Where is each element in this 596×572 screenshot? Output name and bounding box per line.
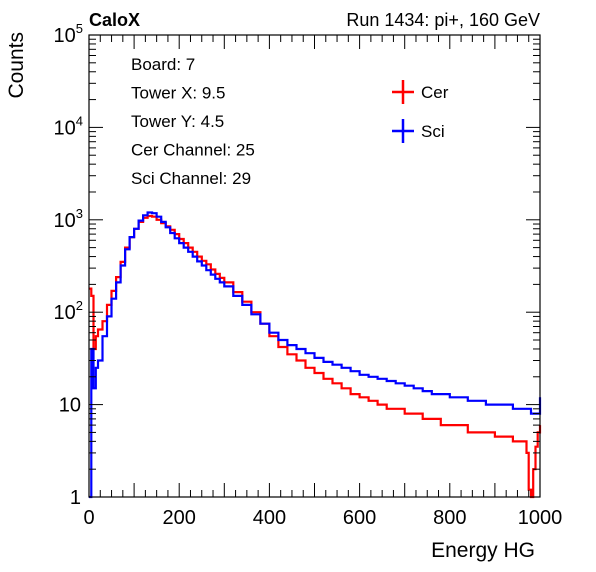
x-tick-label: 400 — [253, 507, 286, 529]
info-line: Tower X: 9.5 — [131, 84, 226, 103]
info-line: Board: 7 — [131, 55, 195, 74]
info-line: Cer Channel: 25 — [131, 141, 255, 160]
x-tick-label: 800 — [433, 507, 466, 529]
y-tick-label: 103 — [54, 206, 83, 232]
series-layer — [89, 211, 542, 499]
y-tick-label: 10 — [59, 395, 81, 417]
series-line-sci — [89, 211, 542, 499]
chart-title-left: CaloX — [89, 10, 140, 30]
x-tick-label: 200 — [163, 507, 196, 529]
x-tick-label: 1000 — [518, 507, 563, 529]
x-axis-label: Energy HG — [431, 539, 535, 562]
legend: Cer Sci — [392, 80, 449, 143]
legend-entry-cer: Cer — [421, 83, 449, 102]
axes-layer: 0 200 400 600 800 1000 1 10 102 103 104 105 — [54, 21, 563, 529]
y-tick-label: 104 — [54, 113, 83, 139]
info-line: Tower Y: 4.5 — [131, 112, 224, 131]
info-text-block: Board: 7 Tower X: 9.5 Tower Y: 4.5 Cer Chan… — [131, 55, 255, 188]
y-tick-label: 1 — [70, 487, 81, 509]
y-axis-label: Counts — [5, 32, 28, 99]
chart-title-right: Run 1434: pi+, 160 GeV — [346, 10, 540, 30]
y-tick-label: 102 — [54, 298, 83, 324]
y-tick-label: 105 — [54, 21, 83, 47]
x-tick-label: 0 — [83, 507, 94, 529]
info-line: Sci Channel: 29 — [131, 169, 251, 188]
legend-entry-sci: Sci — [421, 122, 445, 141]
x-tick-label: 600 — [343, 507, 376, 529]
